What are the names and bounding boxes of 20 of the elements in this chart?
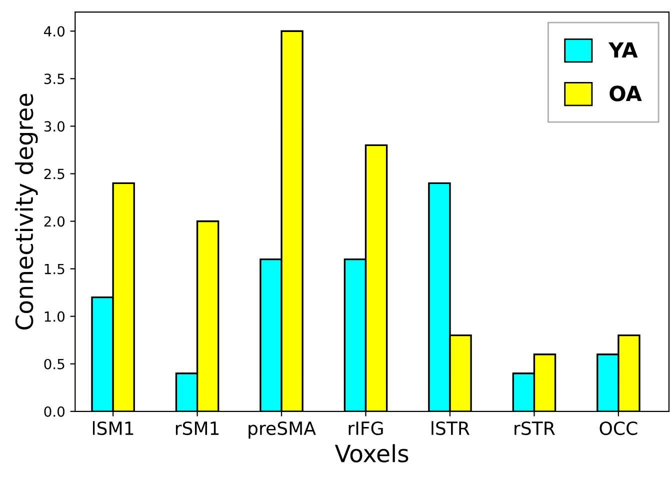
x-tick-label: rIFG [348,421,383,436]
y-tick-label: 3.0 [44,121,65,132]
x-tick-label: preSMA [248,421,316,439]
y-tick-label: 1.5 [44,264,64,274]
x-tick-label: OCC [600,421,638,436]
legend-label: OA [610,86,642,102]
legend-label: YA [608,42,638,58]
x-tick-label: rSTR [514,421,555,436]
x-tick-label: lSTR [432,421,470,436]
x-tick-label: lSM1 [92,421,134,436]
y-tick-label: 0.0 [44,406,65,417]
y-tick-label: 4.0 [44,26,65,37]
x-axis-title: Voxels [334,444,408,462]
y-axis-title: Connectivity degree [14,94,38,330]
y-tick-label: 2.5 [44,168,64,180]
y-tick-label: 3.5 [44,74,64,84]
y-tick-label: 2.0 [44,216,65,227]
x-tick-label: rSM1 [176,421,219,436]
y-tick-label: 0.5 [44,358,64,370]
y-tick-label: 1.0 [44,311,65,322]
